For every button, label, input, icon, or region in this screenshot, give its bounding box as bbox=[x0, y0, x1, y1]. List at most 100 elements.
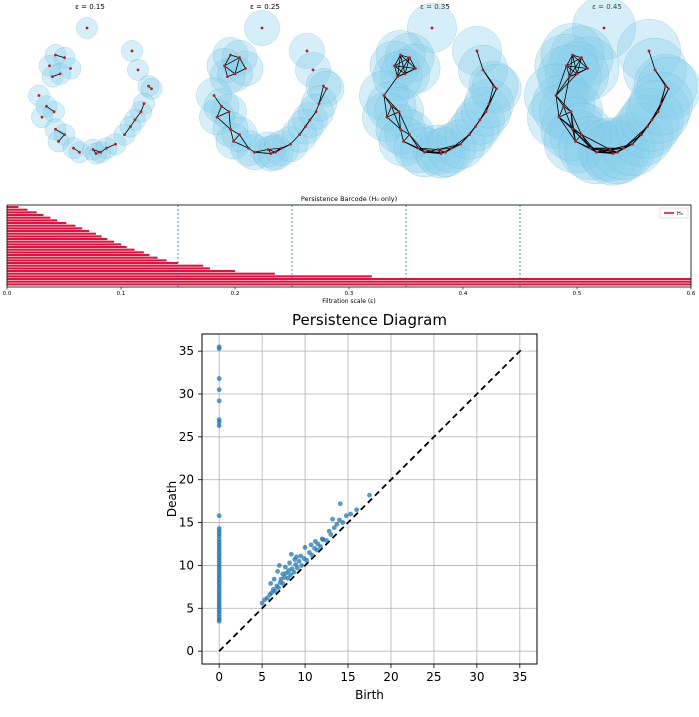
pd-point bbox=[259, 600, 265, 606]
barcode-bar bbox=[7, 230, 90, 233]
data-point bbox=[304, 125, 307, 128]
edge bbox=[216, 106, 222, 118]
edge bbox=[558, 111, 572, 118]
data-point bbox=[280, 146, 283, 150]
barcode-bar bbox=[7, 208, 28, 211]
edge bbox=[224, 65, 228, 77]
data-point bbox=[305, 49, 309, 53]
filtration-panels: ε = 0.15 ε = 0.25 ε = 0.35 ε = 0.45 bbox=[0, 0, 699, 190]
data-point bbox=[647, 49, 651, 53]
edge bbox=[309, 111, 317, 121]
barcode-bar bbox=[7, 246, 127, 249]
data-point bbox=[232, 140, 235, 143]
data-point bbox=[659, 102, 663, 105]
data-point bbox=[667, 87, 670, 91]
data-point bbox=[247, 146, 250, 150]
barcode-bar bbox=[7, 232, 96, 235]
pd-point bbox=[343, 513, 349, 519]
edge bbox=[400, 54, 410, 59]
data-point bbox=[562, 104, 565, 108]
data-point bbox=[492, 84, 495, 88]
data-point bbox=[314, 110, 318, 114]
edge bbox=[558, 106, 564, 118]
barcode-bar bbox=[7, 214, 44, 217]
edge bbox=[234, 57, 240, 75]
pd-point bbox=[216, 387, 222, 393]
data-point bbox=[580, 56, 583, 60]
data-point bbox=[436, 148, 440, 151]
pd-point bbox=[276, 585, 281, 591]
edge bbox=[224, 54, 231, 66]
data-point bbox=[274, 150, 277, 154]
edge bbox=[228, 111, 231, 130]
data-point bbox=[311, 68, 315, 72]
barcode-title: Persistence Barcode (H₀ only) bbox=[301, 195, 397, 203]
edge bbox=[254, 151, 272, 154]
x-tick-label: 30 bbox=[469, 670, 484, 684]
barcode-bar bbox=[7, 283, 691, 286]
barcode-bar bbox=[7, 251, 144, 254]
edge bbox=[58, 134, 65, 142]
edge bbox=[437, 143, 461, 150]
data-point bbox=[233, 72, 237, 76]
data-point bbox=[408, 56, 411, 60]
barcode-legend: H₀ bbox=[659, 207, 689, 219]
data-point bbox=[568, 75, 571, 78]
barcode-bar bbox=[7, 219, 58, 222]
pd-point bbox=[331, 525, 337, 531]
edge bbox=[575, 134, 582, 142]
edge bbox=[394, 57, 410, 67]
data-point bbox=[72, 146, 75, 150]
data-point bbox=[229, 53, 232, 57]
pd-point bbox=[294, 554, 299, 560]
barcode-bar bbox=[7, 264, 204, 267]
data-point bbox=[385, 115, 389, 119]
x-tick-label: 0.3 bbox=[345, 291, 354, 297]
data-point bbox=[417, 146, 420, 150]
edge bbox=[106, 143, 116, 149]
edge bbox=[609, 143, 633, 150]
data-point bbox=[396, 75, 399, 78]
barcode-bar bbox=[7, 206, 19, 209]
data-point bbox=[114, 142, 117, 146]
data-point bbox=[397, 110, 401, 114]
persistence-diagram-panel: Persistence Diagram 0 5 10 15 20 25 30 35 0 5 10 15 2… bbox=[0, 308, 699, 713]
edge bbox=[555, 95, 572, 112]
data-point bbox=[474, 125, 477, 128]
pd-point bbox=[288, 572, 293, 578]
data-point bbox=[569, 110, 573, 114]
pd-grid bbox=[202, 334, 537, 664]
data-point bbox=[602, 26, 606, 30]
data-point bbox=[253, 150, 256, 154]
point-group bbox=[212, 26, 328, 155]
filtration-title: ε = 0.15 bbox=[75, 3, 105, 11]
data-point bbox=[325, 87, 328, 91]
ball-group bbox=[524, 0, 699, 186]
filtration-panel-2: ε = 0.25 bbox=[196, 3, 345, 172]
data-point bbox=[414, 67, 417, 70]
pd-point bbox=[216, 513, 222, 519]
edge bbox=[213, 95, 222, 107]
data-point bbox=[664, 84, 667, 88]
data-point bbox=[129, 125, 132, 128]
barcode-bar bbox=[7, 278, 691, 281]
edge bbox=[391, 106, 401, 130]
barcode-bar bbox=[7, 272, 275, 275]
filtration-title: ε = 0.35 bbox=[420, 3, 450, 11]
edge bbox=[318, 88, 327, 104]
data-point bbox=[99, 150, 102, 154]
data-point bbox=[63, 56, 66, 60]
data-point bbox=[650, 118, 654, 122]
pd-point bbox=[334, 521, 340, 527]
filtration-panel-3: ε = 0.35 bbox=[359, 3, 522, 179]
y-tick-label: 0 bbox=[186, 644, 194, 658]
edge bbox=[590, 147, 618, 153]
edge bbox=[394, 54, 401, 66]
data-point bbox=[57, 140, 60, 143]
data-point bbox=[459, 142, 462, 146]
data-point bbox=[450, 146, 453, 150]
pd-point bbox=[354, 507, 360, 513]
data-point bbox=[390, 104, 393, 108]
barcode-bar bbox=[7, 238, 108, 241]
data-point bbox=[289, 142, 292, 146]
